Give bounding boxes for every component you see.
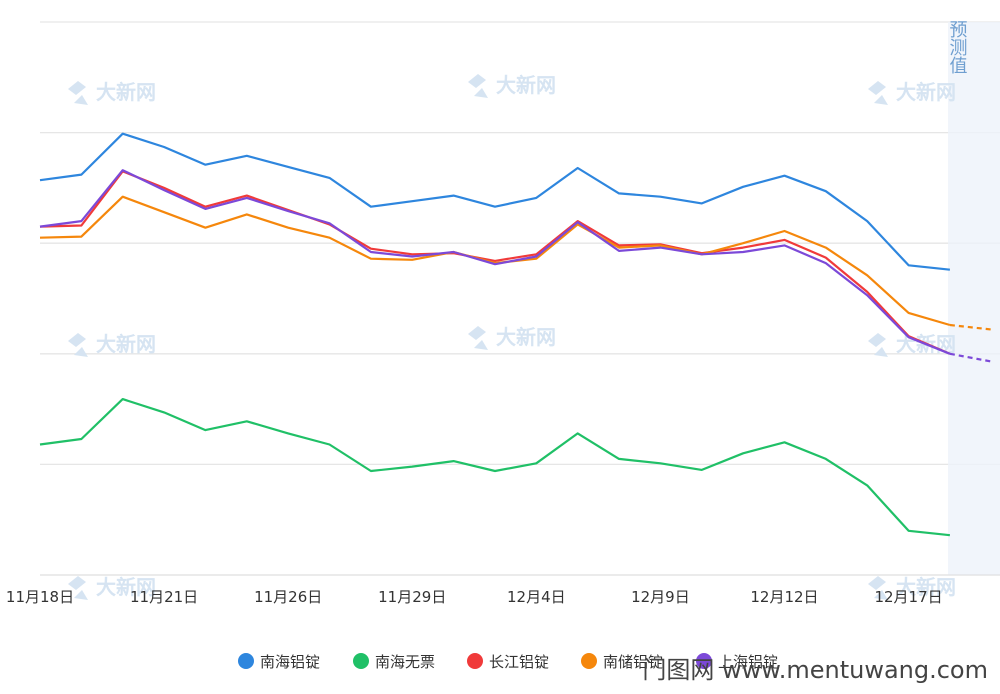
x-tick-labels: 11月18日 11月21日 11月26日 11月29日 12月4日 12月9日 12月12日… <box>6 588 943 606</box>
watermark-logo <box>468 326 488 350</box>
legend-marker <box>353 653 369 669</box>
watermark-logo <box>68 576 88 600</box>
watermark-text: 大新网 <box>496 325 556 349</box>
watermark-text: 大新网 <box>896 575 956 599</box>
watermark-text: 大新网 <box>496 73 556 97</box>
watermark-logo <box>68 81 88 105</box>
series-line-5 <box>39 169 951 355</box>
watermark-text: 大新网 <box>96 80 156 104</box>
series-line-2 <box>39 398 951 537</box>
legend-item-1[interactable]: 南海铝锭 <box>238 653 320 671</box>
watermark-logo <box>468 74 488 98</box>
series-line-1 <box>39 132 951 271</box>
legend-label: 南储铝锭 <box>603 653 663 671</box>
x-tick-label: 11月18日 <box>6 588 74 606</box>
legend-label: 南海铝锭 <box>260 653 320 671</box>
watermark-text: 大新网 <box>96 332 156 356</box>
watermark-logo <box>868 333 888 357</box>
watermark-text: 大新网 <box>96 575 156 599</box>
legend-label: 长江铝锭 <box>489 653 549 671</box>
grid <box>40 21 1000 576</box>
legend[interactable]: 南海铝锭 南海无票 长江铝锭 南储铝锭 上海铝锭 <box>238 653 778 671</box>
series-forecast-4 <box>949 323 992 331</box>
x-tick-label: 12月9日 <box>631 588 690 606</box>
x-tick-label: 12月17日 <box>874 588 942 606</box>
series-forecast-5 <box>949 352 992 363</box>
forecast-area <box>948 22 1000 575</box>
legend-marker <box>696 653 712 669</box>
legend-marker <box>467 653 483 669</box>
x-tick-label: 11月26日 <box>254 588 322 606</box>
watermark-logo <box>68 333 88 357</box>
legend-marker <box>581 653 597 669</box>
legend-item-2[interactable]: 南海无票 <box>353 653 435 671</box>
watermark-text: 大新网 <box>896 80 956 104</box>
series-line-3 <box>39 170 951 355</box>
x-tick-label: 11月29日 <box>378 588 446 606</box>
site-watermark: 门图网 www.mentuwang.com <box>642 656 988 684</box>
forecast-label: 预测值 <box>947 20 968 74</box>
x-tick-label: 12月4日 <box>507 588 566 606</box>
x-tick-label: 11月21日 <box>130 588 198 606</box>
legend-item-3[interactable]: 长江铝锭 <box>467 653 549 671</box>
watermark-logo <box>868 81 888 105</box>
series-group <box>39 132 992 537</box>
legend-label: 上海铝锭 <box>718 653 778 671</box>
legend-item-5[interactable]: 上海铝锭 <box>696 653 778 671</box>
legend-item-4[interactable]: 南储铝锭 <box>581 653 663 671</box>
watermark-logo <box>868 576 888 600</box>
legend-marker <box>238 653 254 669</box>
legend-label: 南海无票 <box>375 653 435 671</box>
x-tick-label: 12月12日 <box>750 588 818 606</box>
